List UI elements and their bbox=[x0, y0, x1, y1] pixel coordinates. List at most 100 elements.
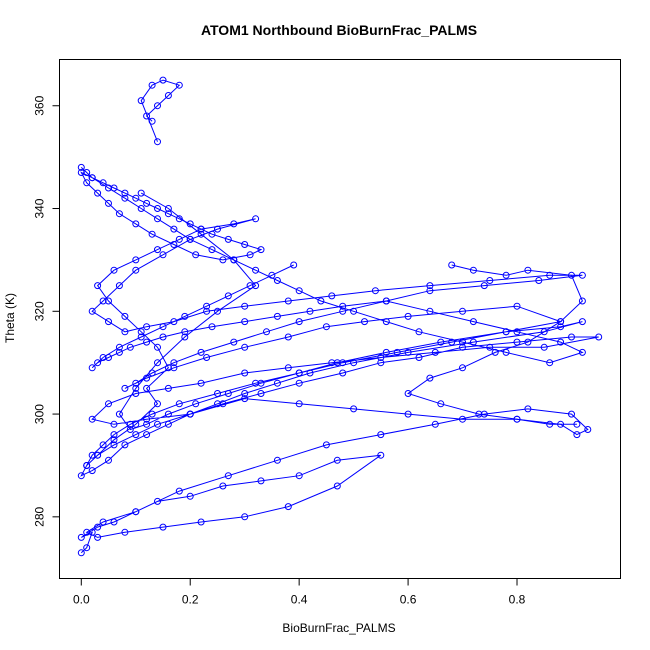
data-point bbox=[377, 431, 385, 439]
y-axis-label: Theta (K) bbox=[3, 293, 17, 343]
data-point bbox=[257, 246, 265, 254]
data-point bbox=[290, 261, 298, 269]
data-point bbox=[99, 179, 107, 187]
data-point bbox=[148, 117, 156, 125]
y-tick-label: 360 bbox=[33, 95, 47, 115]
data-point bbox=[295, 379, 303, 387]
data-point bbox=[437, 338, 445, 346]
data-point bbox=[573, 420, 581, 428]
data-point bbox=[148, 230, 156, 238]
data-point bbox=[137, 333, 145, 341]
x-tick-label: 0.6 bbox=[400, 593, 417, 607]
series-line bbox=[140, 79, 181, 142]
data-point bbox=[415, 328, 423, 336]
data-point bbox=[241, 390, 249, 397]
data-point bbox=[404, 390, 412, 397]
data-point bbox=[584, 426, 592, 433]
x-tick-label: 0.4 bbox=[291, 593, 308, 607]
data-point bbox=[105, 199, 112, 207]
data-point bbox=[132, 256, 140, 264]
data-point bbox=[121, 189, 129, 197]
series-line bbox=[406, 264, 583, 425]
data-point bbox=[197, 225, 205, 233]
data-point bbox=[164, 384, 172, 392]
data-point bbox=[143, 415, 151, 423]
data-point bbox=[284, 297, 292, 305]
data-point bbox=[154, 246, 161, 254]
data-point bbox=[88, 307, 96, 315]
data-point bbox=[164, 410, 172, 418]
data-point bbox=[154, 343, 161, 351]
data-point bbox=[426, 374, 434, 382]
data-point bbox=[77, 472, 85, 480]
data-point bbox=[148, 410, 156, 418]
data-point bbox=[170, 364, 178, 372]
data-point bbox=[203, 354, 211, 361]
data-point bbox=[110, 441, 118, 449]
data-point bbox=[295, 318, 303, 326]
data-point bbox=[426, 287, 434, 295]
data-point bbox=[459, 364, 466, 372]
data-point bbox=[192, 400, 200, 408]
data-point bbox=[170, 359, 178, 367]
data-point bbox=[295, 400, 303, 408]
data-point bbox=[83, 528, 91, 536]
data-point bbox=[224, 472, 232, 480]
data-point bbox=[241, 343, 249, 351]
plot-area bbox=[77, 76, 603, 557]
series-line bbox=[80, 167, 584, 369]
data-point bbox=[513, 415, 521, 423]
data-point bbox=[110, 420, 118, 428]
data-point bbox=[214, 390, 221, 397]
data-point bbox=[486, 277, 494, 284]
data-point bbox=[241, 513, 249, 521]
data-point bbox=[164, 92, 172, 99]
data-point bbox=[143, 112, 151, 120]
data-point bbox=[175, 215, 183, 223]
data-point bbox=[557, 338, 565, 346]
data-point bbox=[143, 420, 151, 428]
data-point bbox=[578, 271, 586, 279]
data-point bbox=[469, 266, 477, 274]
data-point bbox=[214, 400, 221, 408]
data-point bbox=[573, 431, 581, 439]
data-point bbox=[203, 302, 211, 310]
data-point bbox=[186, 220, 194, 228]
data-point bbox=[252, 215, 260, 223]
data-point bbox=[154, 420, 161, 428]
data-point bbox=[164, 420, 172, 428]
data-point bbox=[339, 359, 347, 367]
data-point bbox=[143, 384, 151, 392]
data-point bbox=[186, 235, 194, 243]
data-point bbox=[322, 323, 330, 331]
data-point bbox=[252, 379, 260, 387]
data-point bbox=[88, 451, 96, 459]
data-point bbox=[88, 174, 96, 182]
data-point bbox=[257, 379, 265, 387]
data-point bbox=[203, 307, 211, 315]
data-point bbox=[295, 472, 303, 480]
data-point bbox=[371, 287, 379, 295]
data-point bbox=[159, 251, 167, 259]
data-point bbox=[469, 318, 477, 326]
data-point bbox=[99, 354, 107, 361]
data-point bbox=[393, 348, 401, 356]
data-point bbox=[175, 81, 183, 89]
x-tick-label: 0.0 bbox=[73, 593, 90, 607]
data-point bbox=[115, 343, 123, 351]
data-point bbox=[126, 426, 134, 433]
data-point bbox=[540, 343, 548, 351]
data-point bbox=[578, 318, 586, 326]
data-point bbox=[524, 266, 532, 274]
data-point bbox=[175, 400, 183, 408]
data-point bbox=[137, 328, 145, 336]
data-point bbox=[159, 323, 167, 331]
x-tick-label: 0.2 bbox=[182, 593, 199, 607]
data-point bbox=[132, 194, 140, 202]
data-point bbox=[94, 282, 102, 290]
data-point bbox=[568, 271, 575, 279]
data-point bbox=[137, 205, 145, 212]
data-point bbox=[154, 138, 161, 146]
data-point bbox=[148, 369, 156, 377]
data-point bbox=[241, 241, 249, 248]
